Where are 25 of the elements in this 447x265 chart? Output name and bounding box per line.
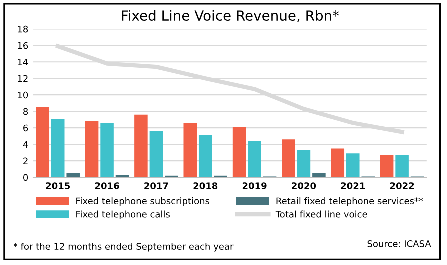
y-tick-label: 6: [24, 124, 28, 132]
y-tick-label: 10: [18, 92, 28, 99]
y-tick-label: 14: [18, 58, 28, 66]
legend-label: Fixed telephone subscriptions: [76, 198, 210, 206]
x-tick-label: 2016: [95, 182, 120, 190]
legend-label: Total fixed line voice: [276, 210, 368, 218]
text: * for the 12 months ended September each year: [14, 243, 234, 252]
y-tick-label: 8: [24, 108, 28, 116]
x-tick-label: 2019: [242, 182, 267, 190]
x-tick-label: 2015: [46, 182, 70, 190]
y-tick-label: 16: [18, 42, 28, 50]
y-tick-label: 0: [24, 174, 28, 182]
x-tick-label: 2020: [292, 182, 316, 190]
x-tick-label: 2017: [144, 182, 168, 190]
legend-label: Fixed telephone calls: [76, 210, 170, 220]
x-tick-label: 2022: [390, 182, 414, 190]
legend-label: Retail fixed telephone services**: [276, 198, 424, 206]
y-tick-label: 2: [24, 158, 28, 164]
x-tick-label: 2018: [194, 182, 218, 190]
source-note: Source: ICASA: [368, 240, 432, 248]
y-tick-label: 12: [18, 75, 28, 82]
x-tick-label: 2021: [341, 182, 366, 190]
chart-title: Fixed Line Voice Revenue, Rbn*: [122, 10, 340, 22]
y-tick-label: 4: [23, 141, 28, 148]
y-tick-label: 18: [18, 26, 28, 33]
